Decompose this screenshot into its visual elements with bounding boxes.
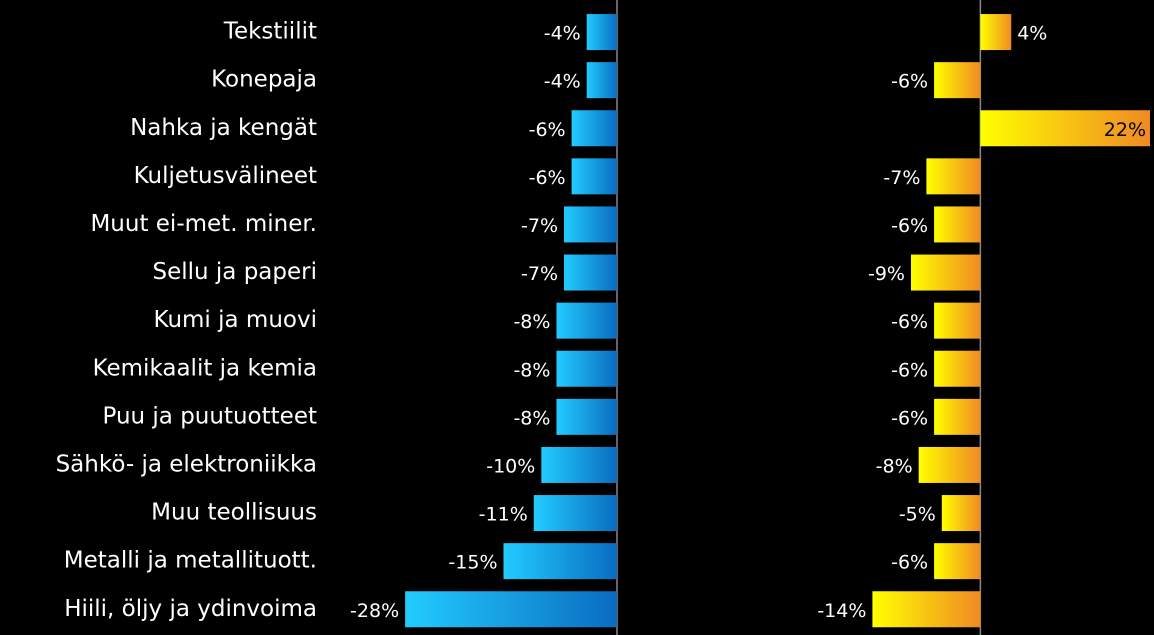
bar xyxy=(934,302,981,339)
bar xyxy=(586,14,617,51)
value-label: -6% xyxy=(529,167,566,189)
value-label: -7% xyxy=(883,167,920,189)
category-label: Hiili, öljy ja ydinvoima xyxy=(64,596,317,622)
value-label: -11% xyxy=(479,504,528,526)
value-label: -4% xyxy=(544,71,581,93)
value-label: -6% xyxy=(891,311,928,333)
value-label: -7% xyxy=(521,263,558,285)
value-label: -6% xyxy=(529,119,566,141)
value-label: -8% xyxy=(513,311,550,333)
category-label: Kuljetusvälineet xyxy=(134,163,317,189)
value-label: -5% xyxy=(899,504,936,526)
value-label: -9% xyxy=(868,263,905,285)
value-label: -7% xyxy=(521,215,558,237)
category-label: Muu teollisuus xyxy=(151,500,317,526)
bar xyxy=(934,350,981,387)
category-label: Kemikaalit ja kemia xyxy=(93,355,317,381)
bar xyxy=(564,206,617,243)
value-label: -8% xyxy=(513,359,550,381)
value-label: -8% xyxy=(876,455,913,477)
bar xyxy=(541,446,617,483)
category-label: Sähkö- ja elektroniikka xyxy=(56,451,317,477)
value-label: -6% xyxy=(891,359,928,381)
value-label: -6% xyxy=(891,552,928,574)
bar xyxy=(571,110,617,147)
category-label: Sellu ja paperi xyxy=(152,259,317,285)
bar xyxy=(926,158,981,195)
bar xyxy=(533,495,617,532)
bar xyxy=(910,254,981,291)
value-label: -6% xyxy=(891,71,928,93)
value-label: -15% xyxy=(448,552,497,574)
bar xyxy=(934,206,981,243)
value-label: -10% xyxy=(486,455,535,477)
category-label: Kumi ja muovi xyxy=(154,307,317,333)
bar xyxy=(941,495,981,532)
value-label: -14% xyxy=(817,600,866,622)
bar xyxy=(556,398,617,435)
bar xyxy=(556,350,617,387)
bar xyxy=(934,62,981,99)
value-label: 22% xyxy=(1104,119,1146,141)
value-label: -28% xyxy=(350,600,399,622)
category-label: Tekstiilit xyxy=(223,19,317,45)
bar xyxy=(586,62,617,99)
category-label: Muut ei-met. miner. xyxy=(90,211,317,237)
value-label: -4% xyxy=(544,23,581,45)
category-label: Puu ja puutuotteet xyxy=(102,403,317,429)
category-label: Metalli ja metallituott. xyxy=(64,548,317,574)
bar xyxy=(405,591,617,628)
value-label: -6% xyxy=(891,407,928,429)
bar xyxy=(503,543,617,580)
bar xyxy=(918,446,981,483)
bar xyxy=(934,398,981,435)
bar xyxy=(934,543,981,580)
bar xyxy=(872,591,981,628)
category-label: Nahka ja kengät xyxy=(130,115,317,141)
bar xyxy=(564,254,617,291)
bar xyxy=(571,158,617,195)
bar xyxy=(556,302,617,339)
value-label: -6% xyxy=(891,215,928,237)
bar xyxy=(980,110,1150,147)
value-label: -8% xyxy=(513,407,550,429)
category-label: Konepaja xyxy=(211,67,317,93)
value-label: 4% xyxy=(1017,23,1047,45)
bar xyxy=(980,14,1012,51)
